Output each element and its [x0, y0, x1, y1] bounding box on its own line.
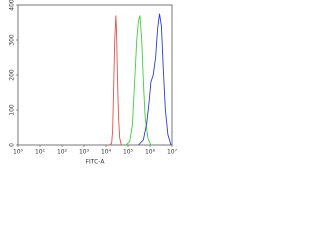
x-tick-label: 10⁵ [123, 149, 134, 156]
x-tick-label: 10² [57, 149, 68, 156]
x-tick-label: 10¹ [35, 149, 46, 156]
y-tick-label: 100 [9, 104, 16, 116]
histogram-line [125, 15, 152, 146]
x-tick-label: 10⁶ [145, 149, 156, 156]
chart: FITC-A 0 100 200 300 400 10⁰ 10¹ 10² 10³ 10⁴ 10⁵ 10… [9, 0, 178, 166]
x-tick-label: 10³ [79, 149, 90, 156]
x-tick-label: 10⁴ [101, 149, 112, 156]
x-axis-label: FITC-A [86, 159, 106, 166]
y-tick-label: 200 [9, 69, 16, 81]
plot-frame [17, 4, 173, 146]
histogram-line [109, 15, 122, 146]
y-tick-label: 400 [9, 0, 16, 11]
y-tick-label: 0 [9, 143, 16, 147]
x-tick-label: 10⁷ [167, 149, 177, 156]
y-tick-label: 300 [9, 34, 16, 46]
x-tick-label: 10⁰ [13, 149, 24, 156]
histogram-line [138, 13, 172, 146]
